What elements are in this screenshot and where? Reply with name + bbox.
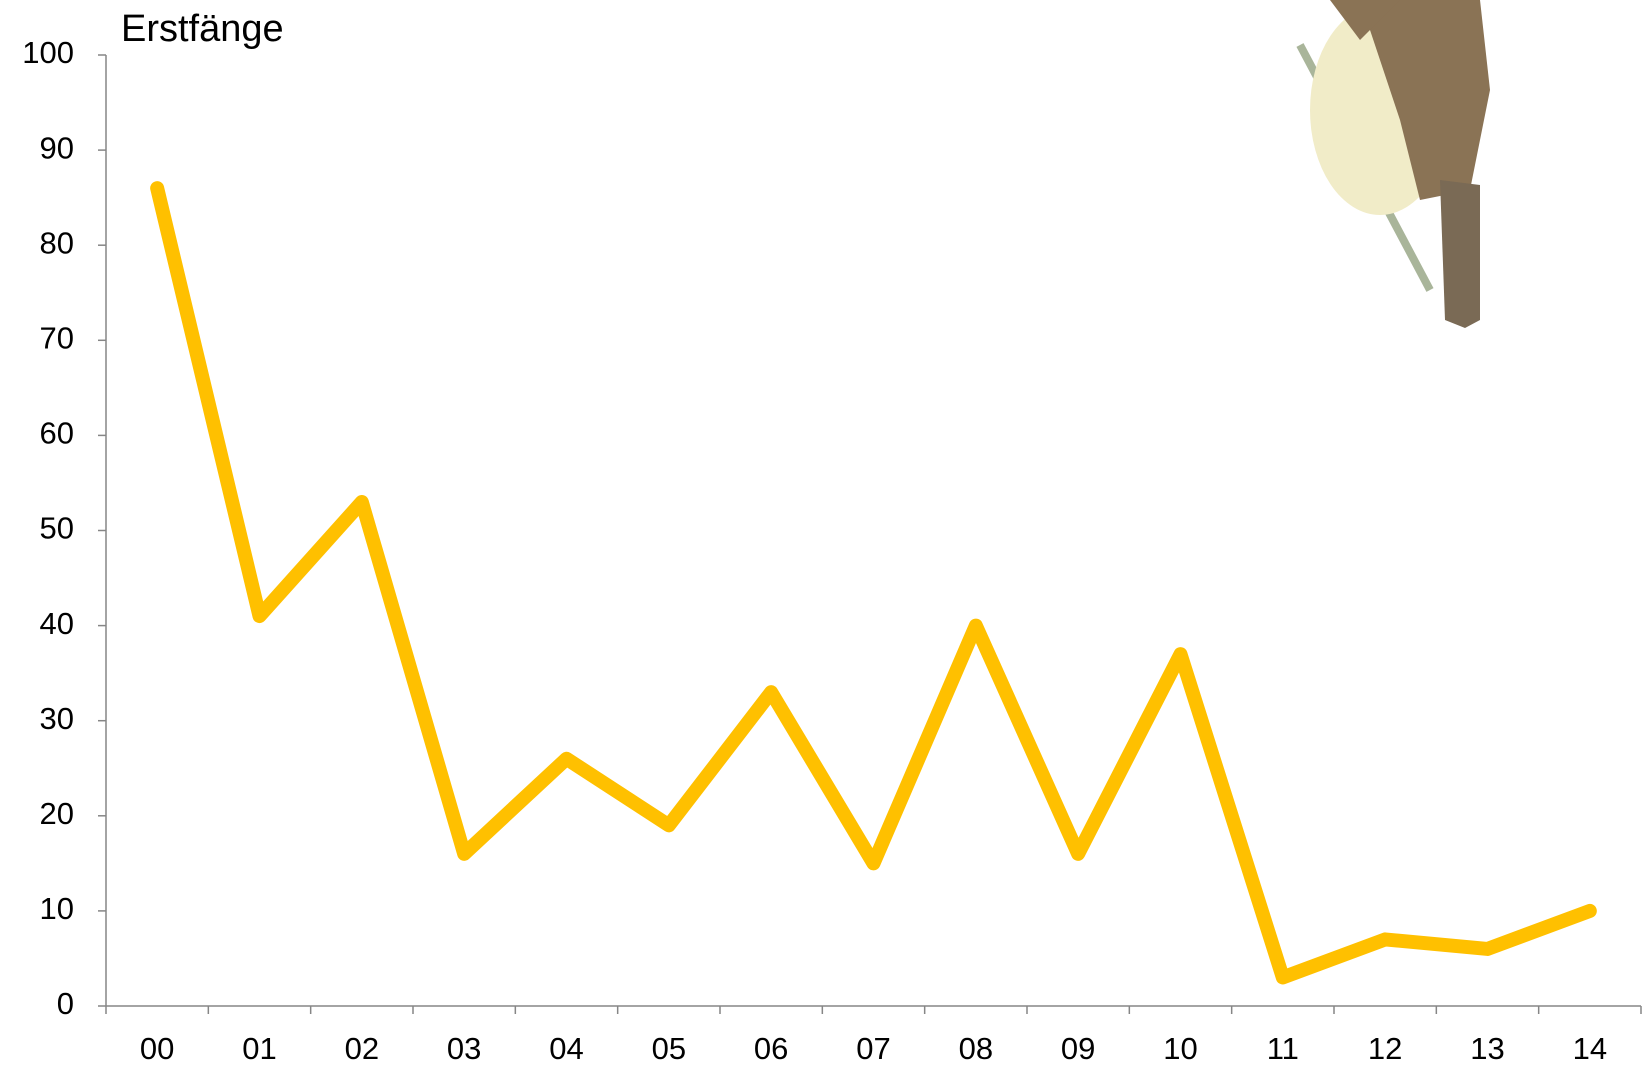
x-tick-label: 10 [1163, 1031, 1197, 1066]
y-tick-label: 80 [40, 225, 74, 260]
bird-wing [1360, 0, 1490, 200]
bird-illustration [1296, 0, 1490, 328]
x-tick-label: 02 [345, 1031, 379, 1066]
data-line [150, 181, 1597, 985]
y-tick-label: 0 [57, 986, 74, 1021]
x-tick-label: 09 [1061, 1031, 1095, 1066]
x-tick-label: 00 [140, 1031, 174, 1066]
chart-title: Erstfänge [121, 8, 284, 50]
y-tick-label: 30 [40, 701, 74, 736]
x-tick-label: 08 [959, 1031, 993, 1066]
y-tick-label: 90 [40, 130, 74, 165]
y-tick-label: 70 [40, 320, 74, 355]
x-tick-label: 07 [856, 1031, 890, 1066]
y-tick-label: 50 [40, 511, 74, 546]
x-tick-label: 13 [1470, 1031, 1504, 1066]
x-tick-label: 11 [1267, 1031, 1299, 1066]
x-tick-label: 06 [754, 1031, 788, 1066]
y-tick-label: 60 [40, 416, 74, 451]
x-tick-label: 04 [549, 1031, 583, 1066]
x-tick-label: 12 [1368, 1031, 1402, 1066]
y-tick-label: 100 [22, 35, 74, 70]
y-tick-label: 20 [40, 796, 74, 831]
x-tick-label: 14 [1573, 1031, 1607, 1066]
x-tick-label: 05 [652, 1031, 686, 1066]
y-tick-label: 10 [40, 891, 74, 926]
bird-tail [1440, 180, 1480, 328]
bird-head [1330, 0, 1400, 40]
x-tick-label: 03 [447, 1031, 481, 1066]
y-tick-label: 40 [40, 606, 74, 641]
x-tick-label: 01 [242, 1031, 276, 1066]
